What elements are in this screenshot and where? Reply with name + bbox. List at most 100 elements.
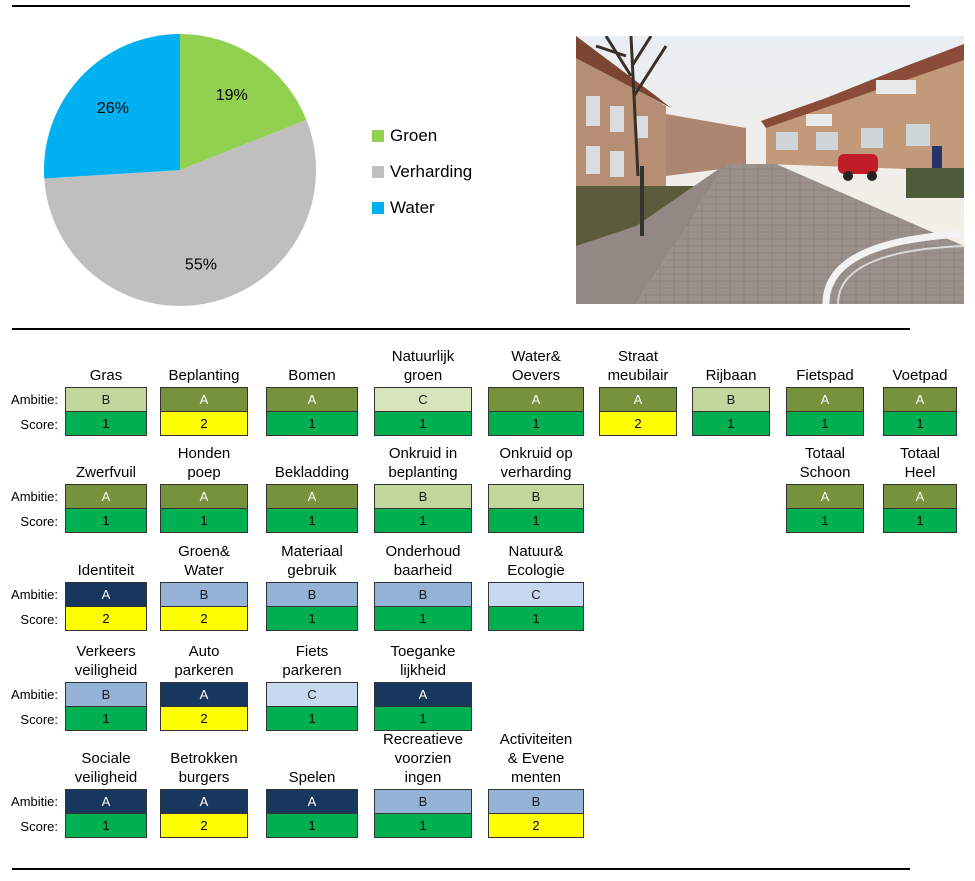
score-cell-bekladding: 1 bbox=[266, 508, 358, 533]
header-onderhoud-baarheid: Onderhoud baarheid bbox=[385, 543, 461, 579]
score-cell-verkeers-veiligheid: 1 bbox=[65, 706, 147, 731]
ambitie-cell-spelen: A bbox=[266, 789, 358, 814]
ambitie-cell-onkruid-op-verharding: B bbox=[488, 484, 584, 509]
score-cell-groen-water: 2 bbox=[160, 606, 248, 631]
header-straat-meubilair: Straat meubilair bbox=[607, 348, 669, 384]
score-cell-zwerfvuil: 1 bbox=[65, 508, 147, 533]
score-cell-voetpad: 1 bbox=[883, 411, 957, 436]
header-water-oevers: Water& Oevers bbox=[511, 348, 561, 384]
header-activiteiten-evene-menten: Activiteiten & Evene menten bbox=[499, 731, 573, 786]
ambitie-cell-fiets-parkeren: C bbox=[266, 682, 358, 707]
ambitie-cell-bekladding: A bbox=[266, 484, 358, 509]
header-gras: Gras bbox=[89, 367, 123, 384]
pie-legend: Groen Verharding Water bbox=[372, 118, 472, 226]
header-totaal-heel: Totaal Heel bbox=[899, 445, 941, 481]
ambitie-cell-bomen: A bbox=[266, 387, 358, 412]
header-fietspad: Fietspad bbox=[796, 367, 854, 384]
pie-slice-groen bbox=[180, 34, 307, 170]
ambitie-row-label: Ambitie: bbox=[11, 587, 58, 602]
ambitie-cell-totaal-schoon: A bbox=[786, 484, 864, 509]
legend-label: Groen bbox=[390, 126, 438, 145]
legend-swatch bbox=[372, 166, 384, 178]
score-cell-recreatieve-voorzien-ingen: 1 bbox=[374, 813, 472, 838]
score-cell-totaal-heel: 1 bbox=[883, 508, 957, 533]
ambitie-cell-betrokken-burgers: A bbox=[160, 789, 248, 814]
ambitie-cell-water-oevers: A bbox=[488, 387, 584, 412]
score-cell-betrokken-burgers: 2 bbox=[160, 813, 248, 838]
score-cell-honden-poep: 1 bbox=[160, 508, 248, 533]
pie-label-verharding: 55% bbox=[185, 257, 217, 274]
score-cell-beplanting: 2 bbox=[160, 411, 248, 436]
score-cell-gras: 1 bbox=[65, 411, 147, 436]
header-natuurlijk-groen: Natuurlijk groen bbox=[391, 348, 455, 384]
header-zwerfvuil: Zwerfvuil bbox=[75, 464, 136, 481]
ambitie-row-label: Ambitie: bbox=[11, 489, 58, 504]
score-row-label: Score: bbox=[20, 514, 58, 529]
score-cell-sociale-veiligheid: 1 bbox=[65, 813, 147, 838]
header-rijbaan: Rijbaan bbox=[705, 367, 757, 384]
ambitie-cell-natuurlijk-groen: C bbox=[374, 387, 472, 412]
score-cell-totaal-schoon: 1 bbox=[786, 508, 864, 533]
header-fiets-parkeren: Fiets parkeren bbox=[282, 643, 342, 679]
ambitie-cell-beplanting: A bbox=[160, 387, 248, 412]
ambitie-cell-voetpad: A bbox=[883, 387, 957, 412]
header-recreatieve-voorzien-ingen: Recreatieve voorzien ingen bbox=[382, 731, 464, 786]
header-voetpad: Voetpad bbox=[892, 367, 948, 384]
pie-slice-verharding bbox=[44, 119, 317, 306]
ambitie-cell-onkruid-in-beplanting: B bbox=[374, 484, 472, 509]
score-cell-onkruid-in-beplanting: 1 bbox=[374, 508, 472, 533]
top-divider bbox=[12, 5, 910, 7]
score-cell-rijbaan: 1 bbox=[692, 411, 770, 436]
score-cell-materiaal-gebruik: 1 bbox=[266, 606, 358, 631]
header-totaal-schoon: Totaal Schoon bbox=[799, 445, 851, 481]
header-betrokken-burgers: Betrokken burgers bbox=[170, 750, 238, 786]
ambitie-cell-recreatieve-voorzien-ingen: B bbox=[374, 789, 472, 814]
ambitie-cell-sociale-veiligheid: A bbox=[65, 789, 147, 814]
legend-item-water: Water bbox=[372, 190, 472, 226]
ambitie-cell-honden-poep: A bbox=[160, 484, 248, 509]
score-cell-onderhoud-baarheid: 1 bbox=[374, 606, 472, 631]
score-cell-fiets-parkeren: 1 bbox=[266, 706, 358, 731]
ambitie-cell-fietspad: A bbox=[786, 387, 864, 412]
ambitie-cell-gras: B bbox=[65, 387, 147, 412]
ambitie-cell-natuur-ecologie: C bbox=[488, 582, 584, 607]
ambitie-cell-activiteiten-evene-menten: B bbox=[488, 789, 584, 814]
legend-item-groen: Groen bbox=[372, 118, 472, 154]
ambitie-cell-toeganke-lijkheid: A bbox=[374, 682, 472, 707]
header-natuur-ecologie: Natuur& Ecologie bbox=[507, 543, 565, 579]
ambitie-cell-groen-water: B bbox=[160, 582, 248, 607]
score-cell-auto-parkeren: 2 bbox=[160, 706, 248, 731]
ambitie-cell-identiteit: A bbox=[65, 582, 147, 607]
header-honden-poep: Honden poep bbox=[177, 445, 231, 481]
header-toeganke-lijkheid: Toeganke lijkheid bbox=[390, 643, 456, 679]
score-row-label: Score: bbox=[20, 712, 58, 727]
ambitie-cell-materiaal-gebruik: B bbox=[266, 582, 358, 607]
legend-swatch bbox=[372, 130, 384, 142]
bottom-divider bbox=[12, 868, 910, 870]
score-cell-spelen: 1 bbox=[266, 813, 358, 838]
score-row-label: Score: bbox=[20, 819, 58, 834]
ambitie-cell-verkeers-veiligheid: B bbox=[65, 682, 147, 707]
score-row-label: Score: bbox=[20, 612, 58, 627]
pie-chart: 19% 55% 26% bbox=[44, 34, 317, 306]
legend-label: Verharding bbox=[390, 162, 473, 181]
ambitie-row-label: Ambitie: bbox=[11, 392, 58, 407]
score-row-label: Score: bbox=[20, 417, 58, 432]
score-cell-activiteiten-evene-menten: 2 bbox=[488, 813, 584, 838]
header-bekladding: Bekladding bbox=[274, 464, 350, 481]
score-cell-identiteit: 2 bbox=[65, 606, 147, 631]
score-cell-onkruid-op-verharding: 1 bbox=[488, 508, 584, 533]
ambitie-cell-onderhoud-baarheid: B bbox=[374, 582, 472, 607]
legend-swatch bbox=[372, 202, 384, 214]
score-cell-straat-meubilair: 2 bbox=[599, 411, 677, 436]
header-spelen: Spelen bbox=[288, 769, 336, 786]
header-auto-parkeren: Auto parkeren bbox=[174, 643, 234, 679]
ambitie-cell-zwerfvuil: A bbox=[65, 484, 147, 509]
ambitie-cell-straat-meubilair: A bbox=[599, 387, 677, 412]
header-identiteit: Identiteit bbox=[77, 562, 135, 579]
pie-label-groen: 19% bbox=[216, 87, 248, 104]
ambitie-row-label: Ambitie: bbox=[11, 794, 58, 809]
ambitie-cell-auto-parkeren: A bbox=[160, 682, 248, 707]
pie-label-water: 26% bbox=[97, 100, 129, 117]
score-cell-natuur-ecologie: 1 bbox=[488, 606, 584, 631]
